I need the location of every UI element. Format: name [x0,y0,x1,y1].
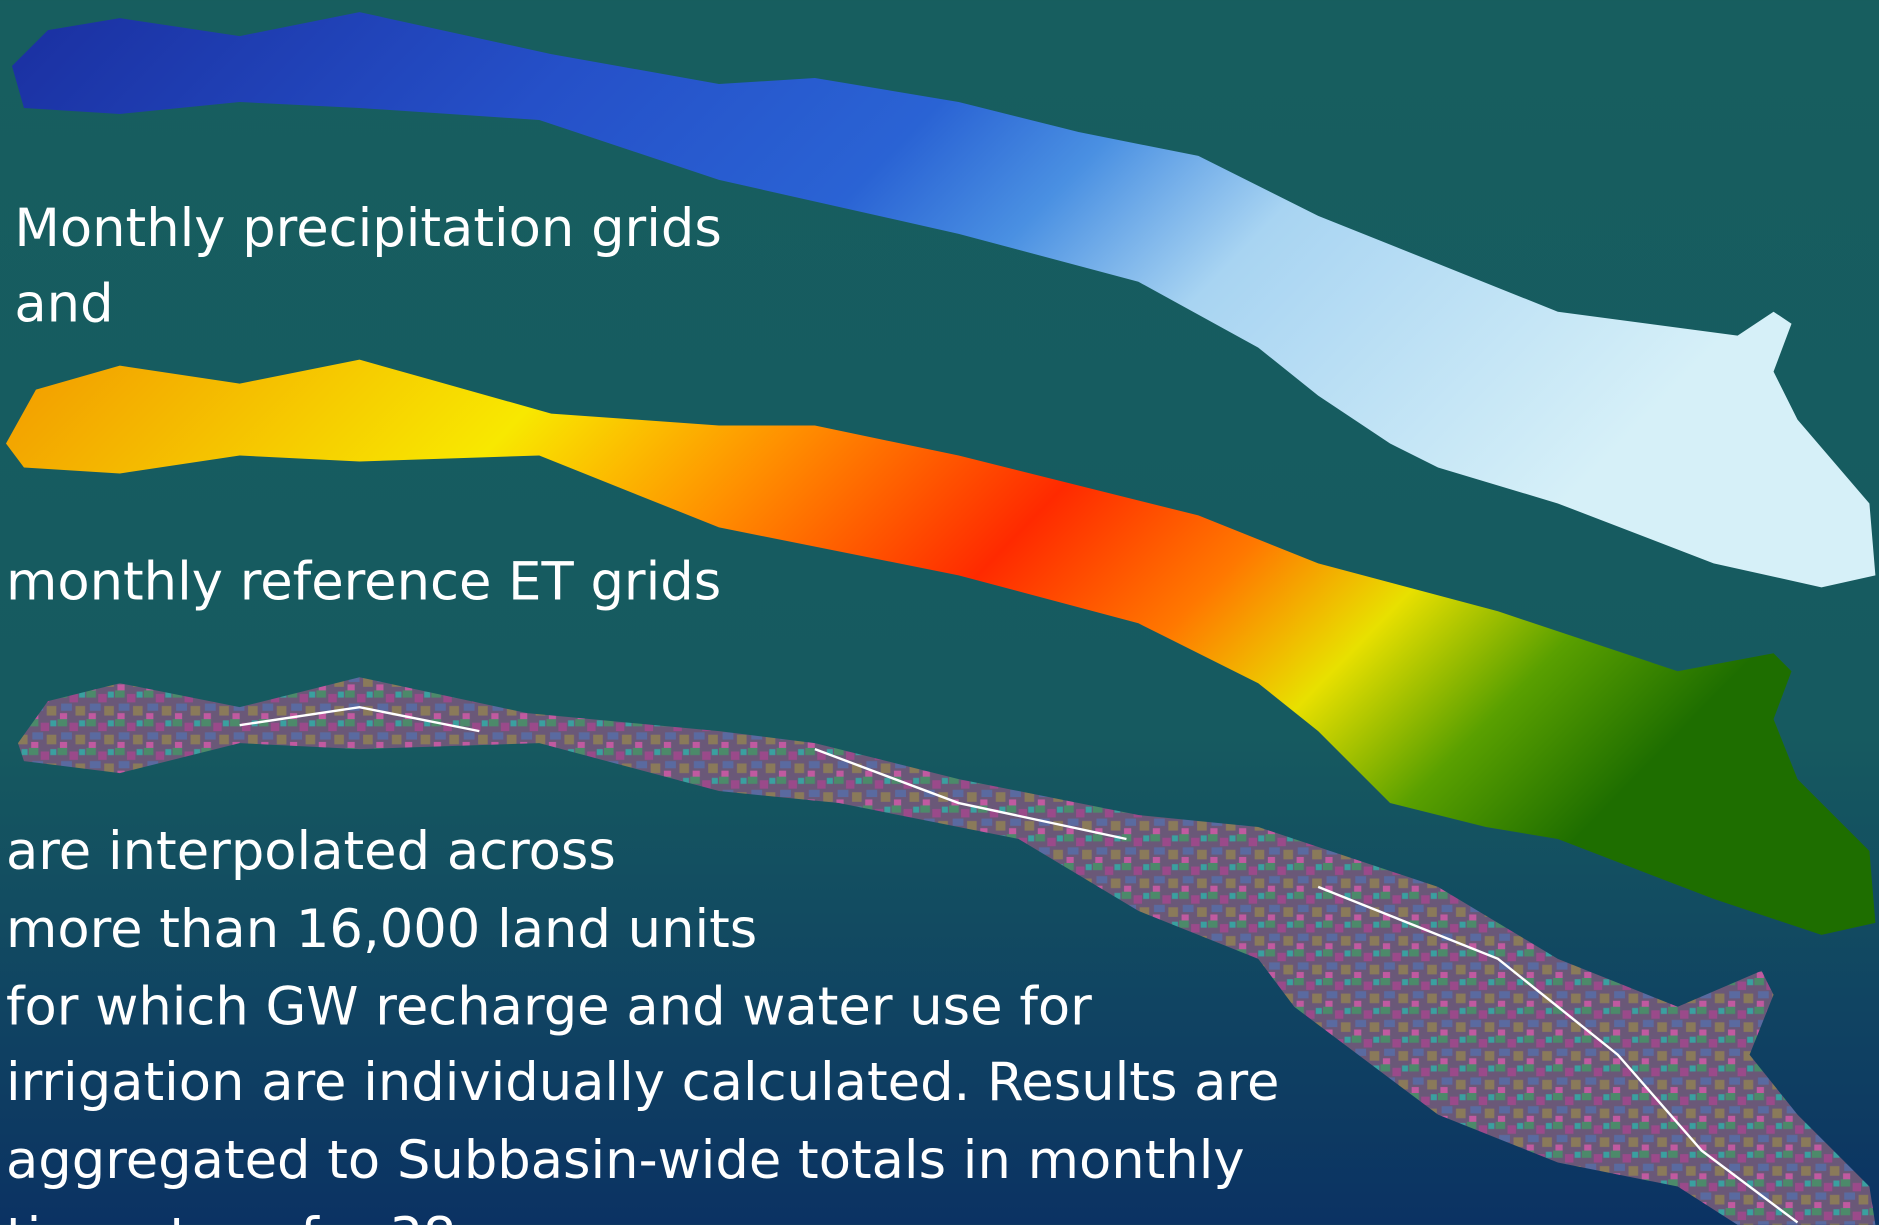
et-map [5,359,1876,935]
text-line: time steps for 38 years. [6,1207,635,1225]
text-line: for which GW recharge and water use for [6,977,1092,1038]
river [239,705,1799,1224]
text-line: more than 16,000 land units [6,899,757,960]
text-line: irrigation are individually calculated. … [6,1052,1279,1113]
text-line: are interpolated across [6,821,616,882]
text-line: Monthly precipitation grids [14,198,721,259]
text-line: monthly reference ET grids [6,551,721,612]
precipitation-map [11,12,1876,588]
land-units-map [17,677,1876,1225]
text-line: and [14,273,113,334]
text-line: aggregated to Subbasin-wide totals in mo… [6,1130,1245,1191]
